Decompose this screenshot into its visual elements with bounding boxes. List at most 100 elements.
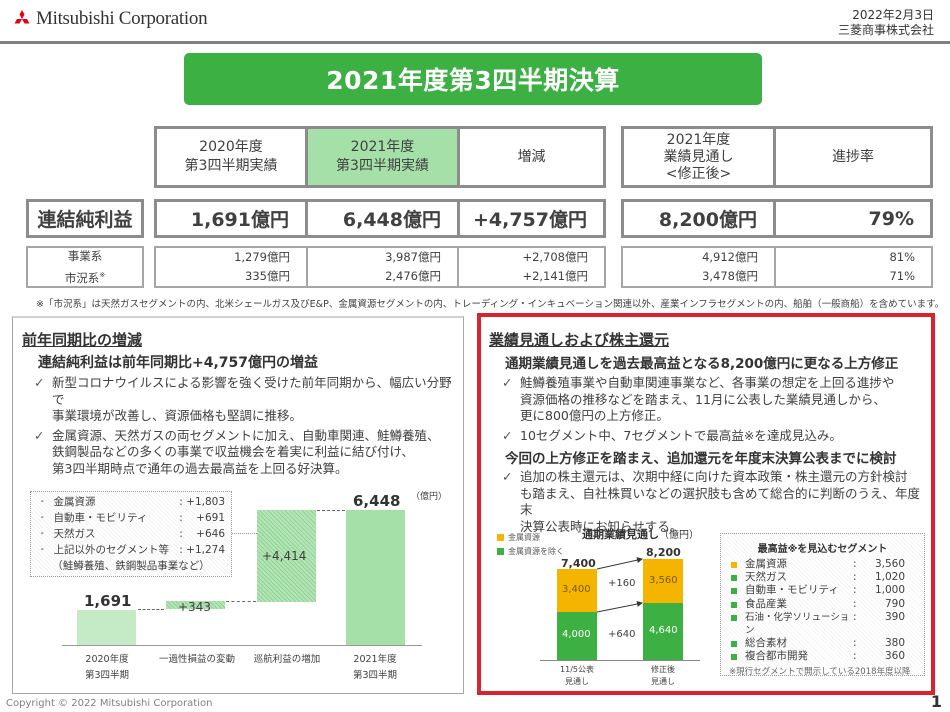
connector-dash: [226, 601, 256, 602]
bar-2021: [346, 510, 405, 645]
segment-name: 金属資源: [745, 558, 787, 570]
table-cell: 335億円: [245, 269, 290, 283]
x-label-2020: 2020年度 第3四半期: [72, 652, 142, 684]
bar-nov-metal: [557, 569, 597, 612]
connector-dash: [138, 609, 164, 610]
col-header-line: 増減: [517, 148, 546, 165]
checkmark-icon: ✓: [502, 469, 513, 484]
bullet-line: 資源価格の推移などを踏まえ、11月に公表した業績見通しから、: [520, 391, 886, 407]
return-bullet-1: ✓ 追加の株主還元は、次期中経に向けた資本政策・株主還元の方針検討 も踏まえ、自…: [502, 469, 932, 535]
sub-col-change: +2,708億円 +2,141億円: [457, 246, 606, 288]
col-header-2020-q3: 2020年度 第3四半期実績: [154, 126, 308, 188]
forecast-bullet-2: ✓ 10セグメント中、7セグメントで最高益※を達成見込み。: [502, 428, 932, 445]
delta-ex-metal: +640: [608, 629, 636, 640]
segment-swatch-icon: [731, 588, 737, 595]
x-label-line: 第3四半期: [352, 670, 398, 681]
segment-swatch-icon: [731, 641, 737, 648]
segment-value: 390: [884, 610, 905, 623]
bullet-line: 10セグメント中、7セグメントで最高益※を達成見込み。: [520, 427, 842, 443]
col-header-2021-q3: 2021年度 第3四半期実績: [305, 126, 460, 188]
bullet-line: 追加の株主還元は、次期中経に向けた資本政策・株主還元の方針検討: [520, 469, 908, 484]
segment-swatch-icon: [731, 562, 737, 568]
table-cell: 3,478億円: [702, 269, 758, 283]
stacked-legend: 金属資源 金属資源を除く: [497, 532, 564, 557]
bar-rev-metal: [643, 559, 683, 603]
row-labels-sub: 事業系 市況系※: [26, 246, 144, 288]
segment-row: 複合都市開発:360: [729, 650, 916, 663]
x-label-line: 11/5公表: [560, 665, 594, 674]
segment-name: 総合素材: [745, 637, 787, 650]
three-diamonds-icon: [14, 10, 30, 24]
forecast-subtitle-2: 今回の上方修正を踏まえ、追加還元を年度末決算公表までに検討: [505, 451, 897, 467]
legend-label: 金属資源を除く: [508, 547, 564, 556]
breakdown-value: +1,274: [186, 544, 225, 556]
segment-row: 金属資源:3,560: [729, 558, 916, 571]
net-income-2020: 1,691億円: [154, 199, 308, 238]
segment-name: 複合都市開発: [745, 650, 808, 663]
bullet-line: 新型コロナウイルスによる影響を強く受けた前年同期から、幅広い分野で: [52, 375, 452, 407]
legend-item-metal: 金属資源: [497, 532, 564, 543]
bar-2020-label: 1,691: [84, 592, 132, 610]
segment-row: 自動車・モビリティ:1,000: [729, 584, 916, 597]
table-cell: 4,912億円: [702, 250, 758, 264]
header-meta: 2022年2月3日 三菱商事株式会社: [838, 8, 934, 38]
bar-rev-metal-label: 3,560: [649, 575, 678, 586]
bar-rev-total: 8,200: [646, 546, 681, 559]
x-label-line: 見通し: [651, 677, 675, 686]
col-header-line: 2021年度: [350, 139, 415, 155]
checkmark-icon: ✓: [502, 375, 513, 390]
checkmark-icon: ✓: [34, 427, 45, 443]
forecast-bullet-1: ✓ 鮭鱒養殖事業や自動車関連事業など、各事業の想定を上回る進捗や 資源価格の推移…: [502, 375, 932, 425]
breakdown-note: （鮭鱒養殖、鉄鋼製品事業など）: [52, 560, 210, 572]
bullet-line: 鮭鱒養殖事業や自動車関連事業など、各事業の想定を上回る進捗や: [520, 375, 895, 390]
segment-swatch-icon: [731, 614, 737, 621]
stacked-chart-title: 通期業績見通し（億円）: [582, 526, 699, 542]
table-cell: 3,987億円: [385, 250, 441, 264]
sub-col-forecast: 4,912億円 3,478億円: [621, 246, 776, 288]
x-label-line: 2021年度: [353, 654, 397, 665]
breakdown-label: 金属資源: [53, 496, 96, 508]
forecast-bullets-2: ✓ 追加の株主還元は、次期中経に向けた資本政策・株主還元の方針検討 も踏まえ、自…: [502, 469, 932, 535]
forecast-panel: [477, 313, 935, 695]
segments-title: 最高益※を見込むセグメント: [757, 544, 888, 555]
page-number: 1: [930, 692, 942, 711]
segment-value: 790: [884, 597, 905, 610]
bar-nov-metal-label: 3,400: [562, 584, 591, 595]
yoy-bullet-1: ✓ 新型コロナウイルスによる影響を強く受けた前年同期から、幅広い分野で 事業環境…: [34, 375, 464, 425]
breakdown-row: ・上記以外のセグメント等: +1,274: [37, 544, 225, 556]
segment-row: 天然ガス:1,020: [729, 571, 916, 584]
segment-value: 360: [884, 650, 905, 663]
bullet-line: 鉄鋼製品などの多くの事業で収益機会を着実に利益に結び付け、: [52, 444, 414, 459]
connector-line: [232, 533, 257, 534]
net-income-forecast: 8,200億円: [621, 199, 776, 238]
yoy-subtitle: 連結純利益は前年同期比+4,757億円の増益: [38, 355, 319, 371]
bullet-line: 事業環境が改善し、資源価格も堅調に推移。: [52, 408, 303, 423]
col-header-line: <修正後>: [665, 165, 732, 182]
breakdown-row: ・自動車・モビリティ: +691: [37, 512, 225, 524]
bullet-line: 更に800億円の上方修正。: [520, 408, 669, 423]
row-label-net-income: 連結純利益: [26, 199, 144, 238]
segment-row: 総合素材:380: [729, 637, 916, 650]
col-header-forecast: 2021年度 業績見通し <修正後>: [621, 126, 776, 188]
legend-swatch-icon: [497, 534, 504, 541]
x-axis: [62, 645, 422, 646]
segment-row: 石油・化学ソリューション:390: [729, 611, 916, 637]
table-cell: 81%: [889, 250, 915, 264]
row-label-market: 市況系※: [65, 266, 105, 288]
breakdown-value: +1,803: [186, 496, 225, 508]
sub-col-progress: 81% 71%: [774, 246, 933, 288]
breakdown-row: ・金属資源: +1,803: [37, 496, 225, 508]
bullet-line: 第3四半期時点で通年の過去最高益を上回る好決算。: [52, 460, 348, 476]
market-footnote: ※「市況系」は天然ガスセグメントの内、北米シェールガス及びE&P、金属資源セグメ…: [36, 299, 945, 310]
segment-swatch-icon: [731, 654, 737, 661]
x-label-line: 修正後: [651, 665, 675, 674]
segment-name: 天然ガス: [745, 571, 787, 584]
col-header-line: 進捗率: [832, 148, 874, 165]
segment-row: 食品産業:790: [729, 598, 916, 611]
col-header-line: 業績見通し: [663, 148, 734, 165]
bar-nov-total: 7,400: [561, 557, 596, 570]
col-header-line: 第3四半期実績: [184, 158, 278, 174]
row-label-market-text: 市況系: [64, 270, 100, 285]
segment-swatch-icon: [731, 601, 737, 608]
bullet-line: 決算公表時にお知らせする。: [520, 518, 683, 534]
